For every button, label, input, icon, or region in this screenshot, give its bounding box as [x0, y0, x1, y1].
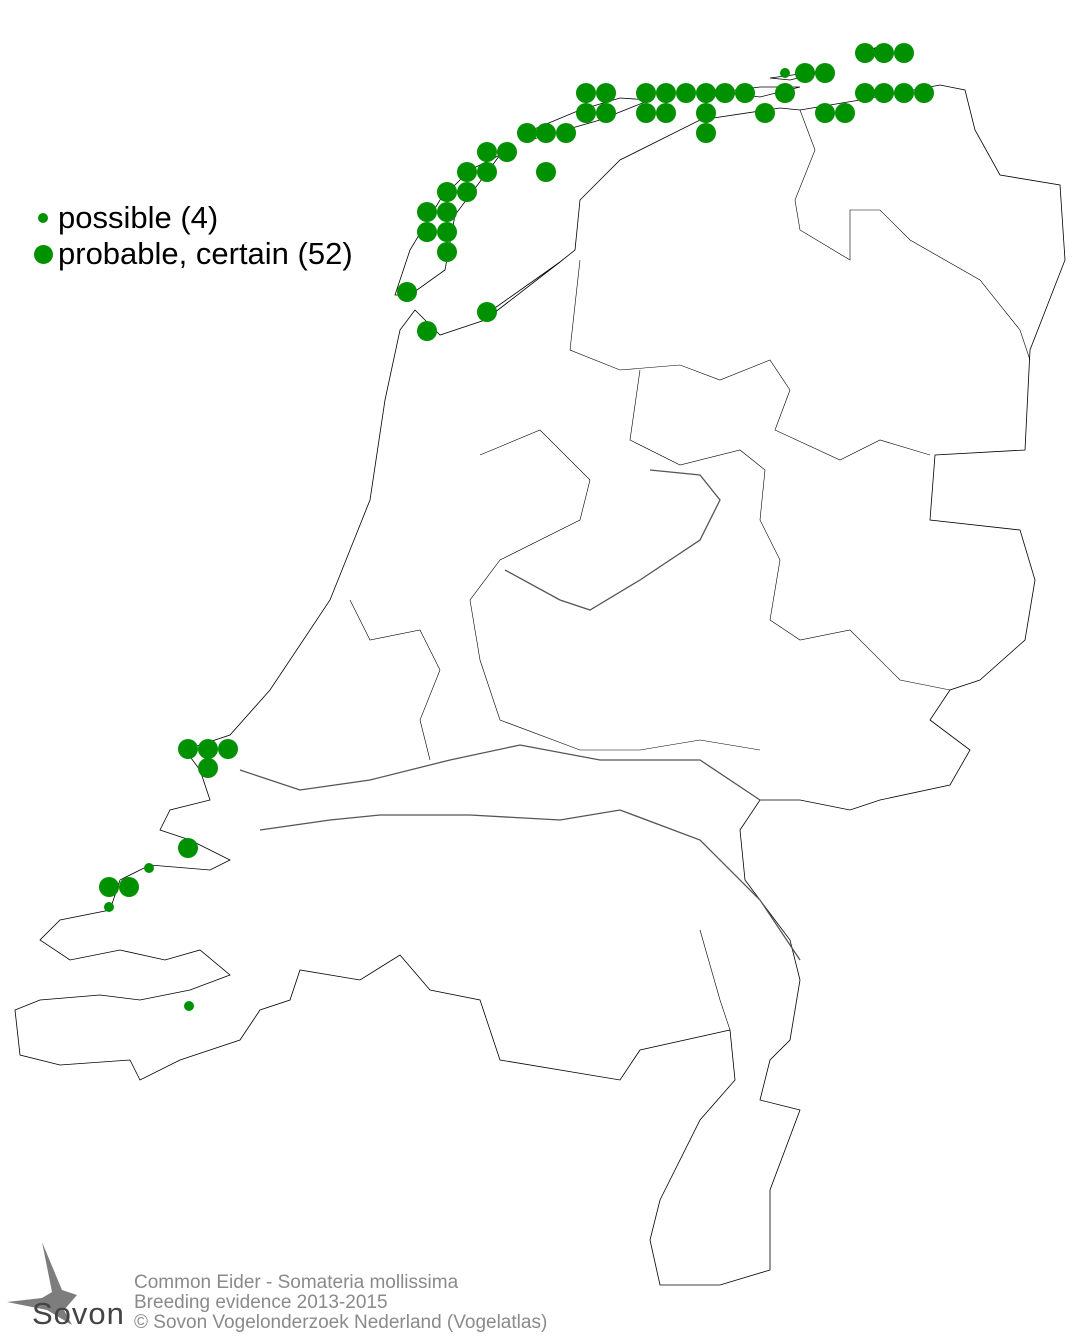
- probable-certain-dot: [218, 739, 238, 759]
- mainland-border: [14, 84, 1066, 1286]
- legend-item-possible: possible (4): [28, 200, 353, 236]
- probable-certain-dot: [457, 162, 477, 182]
- observation-dots: [99, 43, 934, 1011]
- species-title: Common Eider - Somateria mollissima: [134, 1272, 459, 1293]
- probable-certain-dot: [417, 222, 437, 242]
- probable-certain-dot: [198, 739, 218, 759]
- probable-certain-dot: [198, 758, 218, 778]
- sovon-logo-text: Sovon: [32, 1296, 125, 1331]
- probable-certain-dot: [874, 43, 894, 63]
- possible-dot: [184, 1001, 194, 1011]
- afsluitdijk: [484, 261, 561, 316]
- probable-certain-dot: [835, 103, 855, 123]
- probable-certain-dot: [457, 182, 477, 202]
- probable-certain-dot: [596, 83, 616, 103]
- probable-certain-dot: [855, 43, 875, 63]
- possible-dot: [144, 863, 154, 873]
- swallow-icon: [7, 1242, 77, 1325]
- probable-certain-dot: [536, 123, 556, 143]
- footer: Common Eider - Somateria mollissima Bree…: [134, 1273, 547, 1333]
- probable-certain-dot: [437, 202, 457, 222]
- probable-certain-dot: [676, 83, 696, 103]
- rivers: [239, 469, 801, 961]
- probable-certain-dot: [874, 83, 894, 103]
- probable-certain-dot: [735, 83, 755, 103]
- probable-certain-dot: [795, 63, 815, 83]
- subtitle: Breeding evidence 2013-2015: [134, 1292, 388, 1313]
- probable-certain-dot: [715, 83, 735, 103]
- small-dot-icon: [38, 213, 48, 223]
- probable-certain-dot: [536, 162, 556, 182]
- probable-certain-dot: [775, 83, 795, 103]
- probable-certain-dot: [696, 123, 716, 143]
- probable-certain-dot: [178, 739, 198, 759]
- large-dot-icon: [33, 244, 53, 264]
- probable-certain-dot: [417, 321, 437, 341]
- probable-certain-dot: [517, 123, 537, 143]
- probable-certain-dot: [437, 242, 457, 262]
- probable-certain-dot: [576, 83, 596, 103]
- probable-certain-dot: [576, 103, 596, 123]
- probable-certain-dot: [397, 282, 417, 302]
- copyright: © Sovon Vogelonderzoek Nederland (Vogela…: [134, 1312, 548, 1333]
- legend-item-probable-certain: probable, certain (52): [28, 236, 353, 272]
- probable-certain-dot: [636, 103, 656, 123]
- probable-certain-dot: [815, 103, 835, 123]
- probable-certain-dot: [556, 123, 576, 143]
- probable-certain-dot: [656, 103, 676, 123]
- probable-certain-dot: [636, 83, 656, 103]
- probable-certain-dot: [477, 142, 497, 162]
- possible-dot: [104, 902, 114, 912]
- probable-certain-dot: [497, 142, 517, 162]
- probable-certain-dot: [894, 83, 914, 103]
- probable-certain-dot: [477, 162, 497, 182]
- probable-certain-dot: [914, 83, 934, 103]
- probable-certain-dot: [755, 103, 775, 123]
- probable-certain-dot: [99, 877, 119, 897]
- probable-certain-dot: [656, 83, 676, 103]
- probable-certain-dot: [119, 877, 139, 897]
- probable-certain-dot: [477, 302, 497, 322]
- probable-certain-dot: [696, 83, 716, 103]
- legend-label: probable, certain (52): [58, 236, 353, 271]
- probable-certain-dot: [437, 182, 457, 202]
- probable-certain-dot: [894, 43, 914, 63]
- probable-certain-dot: [815, 63, 835, 83]
- probable-certain-dot: [437, 222, 457, 242]
- probable-certain-dot: [855, 83, 875, 103]
- map-outline: [14, 47, 1066, 1286]
- legend: possible (4) probable, certain (52): [28, 200, 353, 272]
- province-borders: [349, 109, 1031, 1031]
- possible-dot: [780, 68, 790, 78]
- probable-certain-dot: [417, 202, 437, 222]
- probable-certain-dot: [178, 838, 198, 858]
- probable-certain-dot: [596, 103, 616, 123]
- probable-certain-dot: [696, 103, 716, 123]
- legend-label: possible (4): [58, 200, 219, 235]
